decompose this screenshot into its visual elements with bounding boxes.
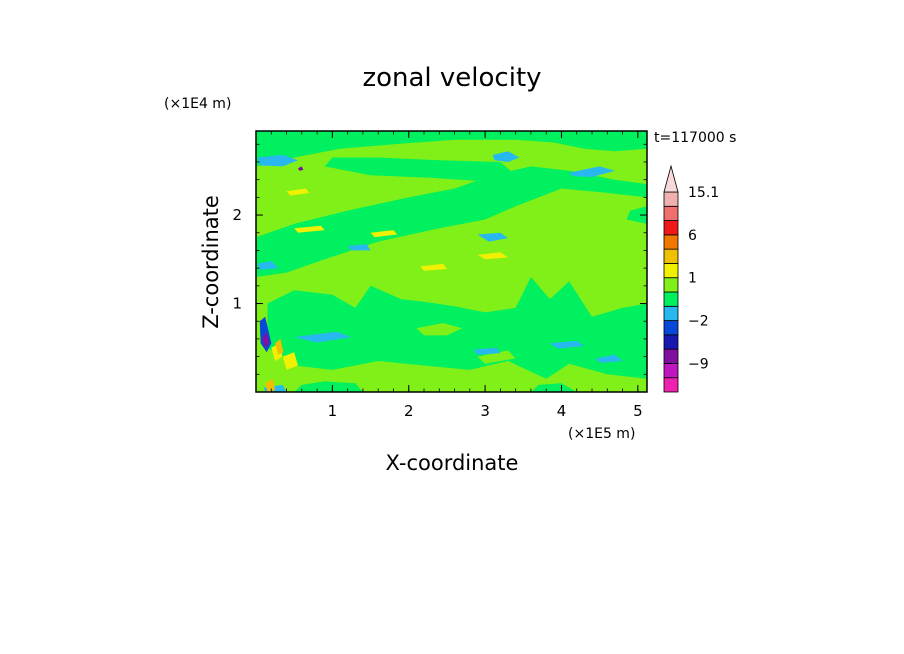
y-tick-label: 1 [232,295,242,313]
colorbar-swatch [663,377,679,393]
contour-region [416,323,463,336]
colorbar-swatch [663,191,679,207]
contour-region [370,230,398,238]
contour-region [347,244,371,251]
colorbar: 15.1 6 1 −2 −9 [663,164,719,393]
chart-title: zonal velocity [362,63,541,93]
x-tick-label: 1 [328,402,338,420]
contour-region [420,263,447,271]
x-tick-label: 5 [633,402,643,420]
contour-region [477,350,516,364]
contour-region [477,232,508,242]
contour-region [626,206,647,224]
colorbar-label: 15.1 [688,185,719,201]
contour-region [265,378,276,392]
colorbar-swatch [663,320,679,336]
contour-field [256,131,647,392]
contour-region [286,188,310,196]
x-tick-label: 4 [557,402,567,420]
contour-region [256,131,647,167]
contour-region [492,151,520,162]
contour-region [477,252,508,260]
colorbar-swatch [663,220,679,236]
contour-region [569,166,615,177]
contour-region [324,157,516,182]
contour-region [275,338,284,355]
colorbar-label: −9 [688,356,709,372]
x-axis: 1 2 3 4 5 [270,131,643,420]
colorbar-extend-arrow [663,164,679,193]
contour-region [257,154,298,167]
colorbar-swatch [663,291,679,307]
x-tick-label: 3 [480,402,490,420]
contour-region [257,261,279,270]
colorbar-swatch [663,348,679,364]
y-axis-label: Z-coordinate [199,195,223,329]
colorbar-label: 6 [688,228,697,244]
colorbar-swatch [663,234,679,250]
colorbar-swatch [663,248,679,264]
contour-region [530,383,577,392]
colorbar-swatch [663,305,679,321]
contour-region [262,331,270,348]
colorbar-swatch [663,277,679,293]
contour-region [473,347,501,355]
colorbar-swatch [663,363,679,379]
colorbar-swatch [663,205,679,221]
contour-region [294,225,325,233]
y-tick-label: 2 [232,206,242,224]
x-scale-note: (×1E5 m) [568,426,635,442]
colorbar-swatch [663,263,679,279]
y-axis: 12 [232,143,647,375]
contour-region [298,166,304,171]
time-label: t=117000 s [654,130,736,146]
y-scale-note: (×1E4 m) [164,96,231,112]
contour-region [282,352,298,370]
colorbar-swatch [663,334,679,350]
contour-region [294,381,363,392]
contour-region [294,331,352,343]
contour-region [550,340,585,349]
colorbar-label: −2 [688,314,709,330]
x-axis-label: X-coordinate [386,451,519,475]
x-tick-label: 2 [404,402,414,420]
plot-frame [255,130,648,393]
contour-region [595,354,623,363]
colorbar-label: 1 [688,271,697,287]
